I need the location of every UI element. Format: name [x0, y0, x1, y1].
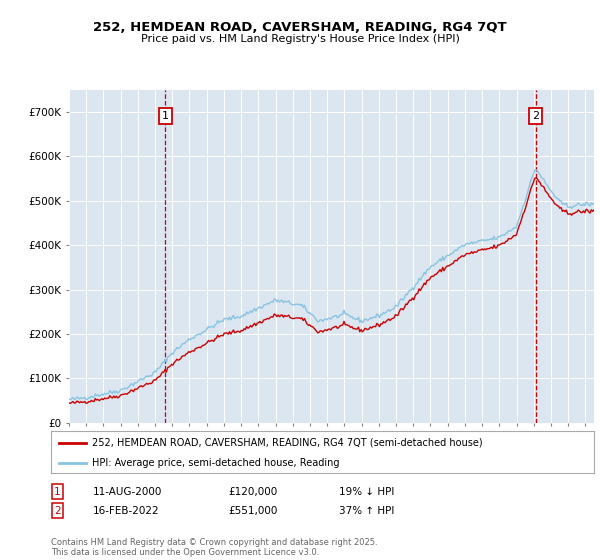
Text: 2: 2	[54, 506, 61, 516]
Text: 252, HEMDEAN ROAD, CAVERSHAM, READING, RG4 7QT: 252, HEMDEAN ROAD, CAVERSHAM, READING, R…	[93, 21, 507, 34]
Text: £120,000: £120,000	[228, 487, 277, 497]
Text: 1: 1	[162, 111, 169, 122]
Text: 252, HEMDEAN ROAD, CAVERSHAM, READING, RG4 7QT (semi-detached house): 252, HEMDEAN ROAD, CAVERSHAM, READING, R…	[92, 438, 482, 448]
Text: 16-FEB-2022: 16-FEB-2022	[93, 506, 160, 516]
Text: 2: 2	[532, 111, 539, 122]
Text: £551,000: £551,000	[228, 506, 277, 516]
Text: Contains HM Land Registry data © Crown copyright and database right 2025.
This d: Contains HM Land Registry data © Crown c…	[51, 538, 377, 557]
Text: 37% ↑ HPI: 37% ↑ HPI	[339, 506, 394, 516]
Text: 19% ↓ HPI: 19% ↓ HPI	[339, 487, 394, 497]
Text: Price paid vs. HM Land Registry's House Price Index (HPI): Price paid vs. HM Land Registry's House …	[140, 34, 460, 44]
Text: 1: 1	[54, 487, 61, 497]
Text: HPI: Average price, semi-detached house, Reading: HPI: Average price, semi-detached house,…	[92, 458, 339, 468]
Text: 11-AUG-2000: 11-AUG-2000	[93, 487, 163, 497]
